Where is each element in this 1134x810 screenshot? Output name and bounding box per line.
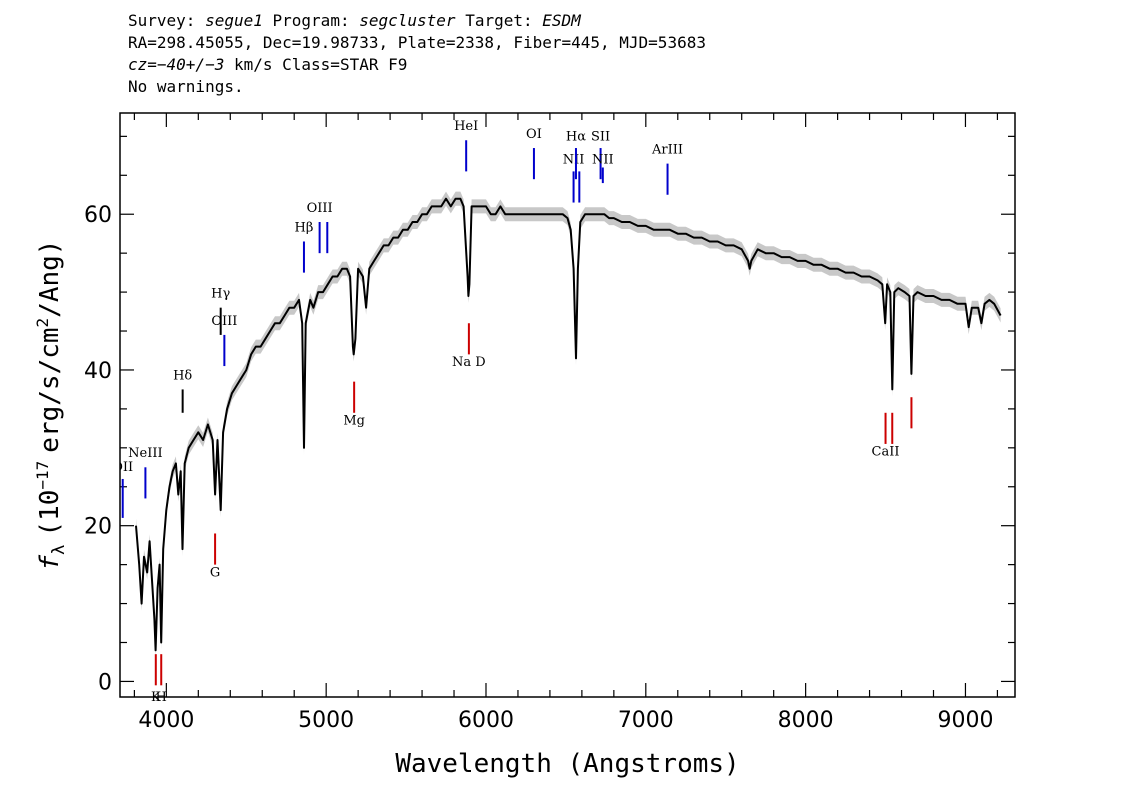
line-label: NeIII [128,446,162,461]
y-tick-label: 40 [84,359,112,384]
line-label: NII [563,153,585,168]
y-title-exp: −17 [33,461,52,490]
line-label: SII [591,129,610,144]
flux-error-band [136,191,1001,658]
line-label: NII [592,153,614,168]
line-label: G [210,565,220,580]
program-label: Program: [272,11,350,30]
y-tick-label: 60 [84,203,112,228]
axis-ticks [120,113,1015,697]
flux-error-area [136,191,1001,658]
line-label: HeI [454,119,478,134]
line-label: CaII [872,445,900,460]
line-label: Hγ [211,287,230,302]
y-axis-title: fλ (10−17 erg/s/cm2/Ang) [33,240,69,571]
header-line-coords: RA=298.45055, Dec=19.98733, Plate=2338, … [128,33,706,52]
spectrum-header: Survey: segue1 Program: segcluster Targe… [128,10,706,98]
line-label: OII [112,460,133,475]
cz-unit: km/s [233,55,273,74]
x-tick-label: 5000 [298,708,354,733]
cz-value: cz=−40+/−3 [128,55,225,74]
program-value: segcluster [359,11,456,30]
y-title-exp2: 2 [33,318,52,328]
y-title-rest: erg/s/cm [35,327,65,452]
line-label: Hα [566,129,586,144]
x-axis-title: Wavelength (Angstroms) [395,749,739,779]
line-label: OIII [307,201,333,216]
y-tick-label: 20 [84,515,112,540]
y-title-f: f [35,554,65,570]
line-label: Mg [343,413,365,428]
header-line-warnings: No warnings. [128,77,244,96]
flux-line [135,197,1002,652]
line-label: OI [526,127,542,142]
line-label: ArIII [651,142,683,157]
flux-series [135,197,1002,652]
header-line-survey: Survey: segue1 Program: segcluster Targe… [128,10,706,32]
y-title-tail: /Ang) [35,240,65,318]
line-label: OIII [211,314,237,329]
class-value: Class=STAR F9 [282,55,408,74]
x-tick-label: 8000 [778,708,834,733]
survey-value: segue1 [205,11,263,30]
tick-labels: 4000 5000 6000 7000 8000 9000 0 20 40 60 [84,203,993,733]
y-tick-label: 0 [98,670,112,695]
line-label: Hδ [173,368,192,383]
header-line-cz: cz=−40+/−3 km/s Class=STAR F9 [128,54,706,76]
x-tick-label: 9000 [937,708,993,733]
x-tick-label: 7000 [618,708,674,733]
target-label: Target: [465,11,533,30]
plot-frame [119,112,1016,698]
survey-label: Survey: [128,11,196,30]
line-label: Na D [452,355,486,370]
y-title-units: (10 [35,490,65,537]
target-value: ESDM [542,11,581,30]
line-label: Hβ [295,220,314,235]
y-title-sub: λ [49,545,69,555]
x-tick-label: 4000 [138,708,194,733]
x-tick-label: 6000 [458,708,514,733]
